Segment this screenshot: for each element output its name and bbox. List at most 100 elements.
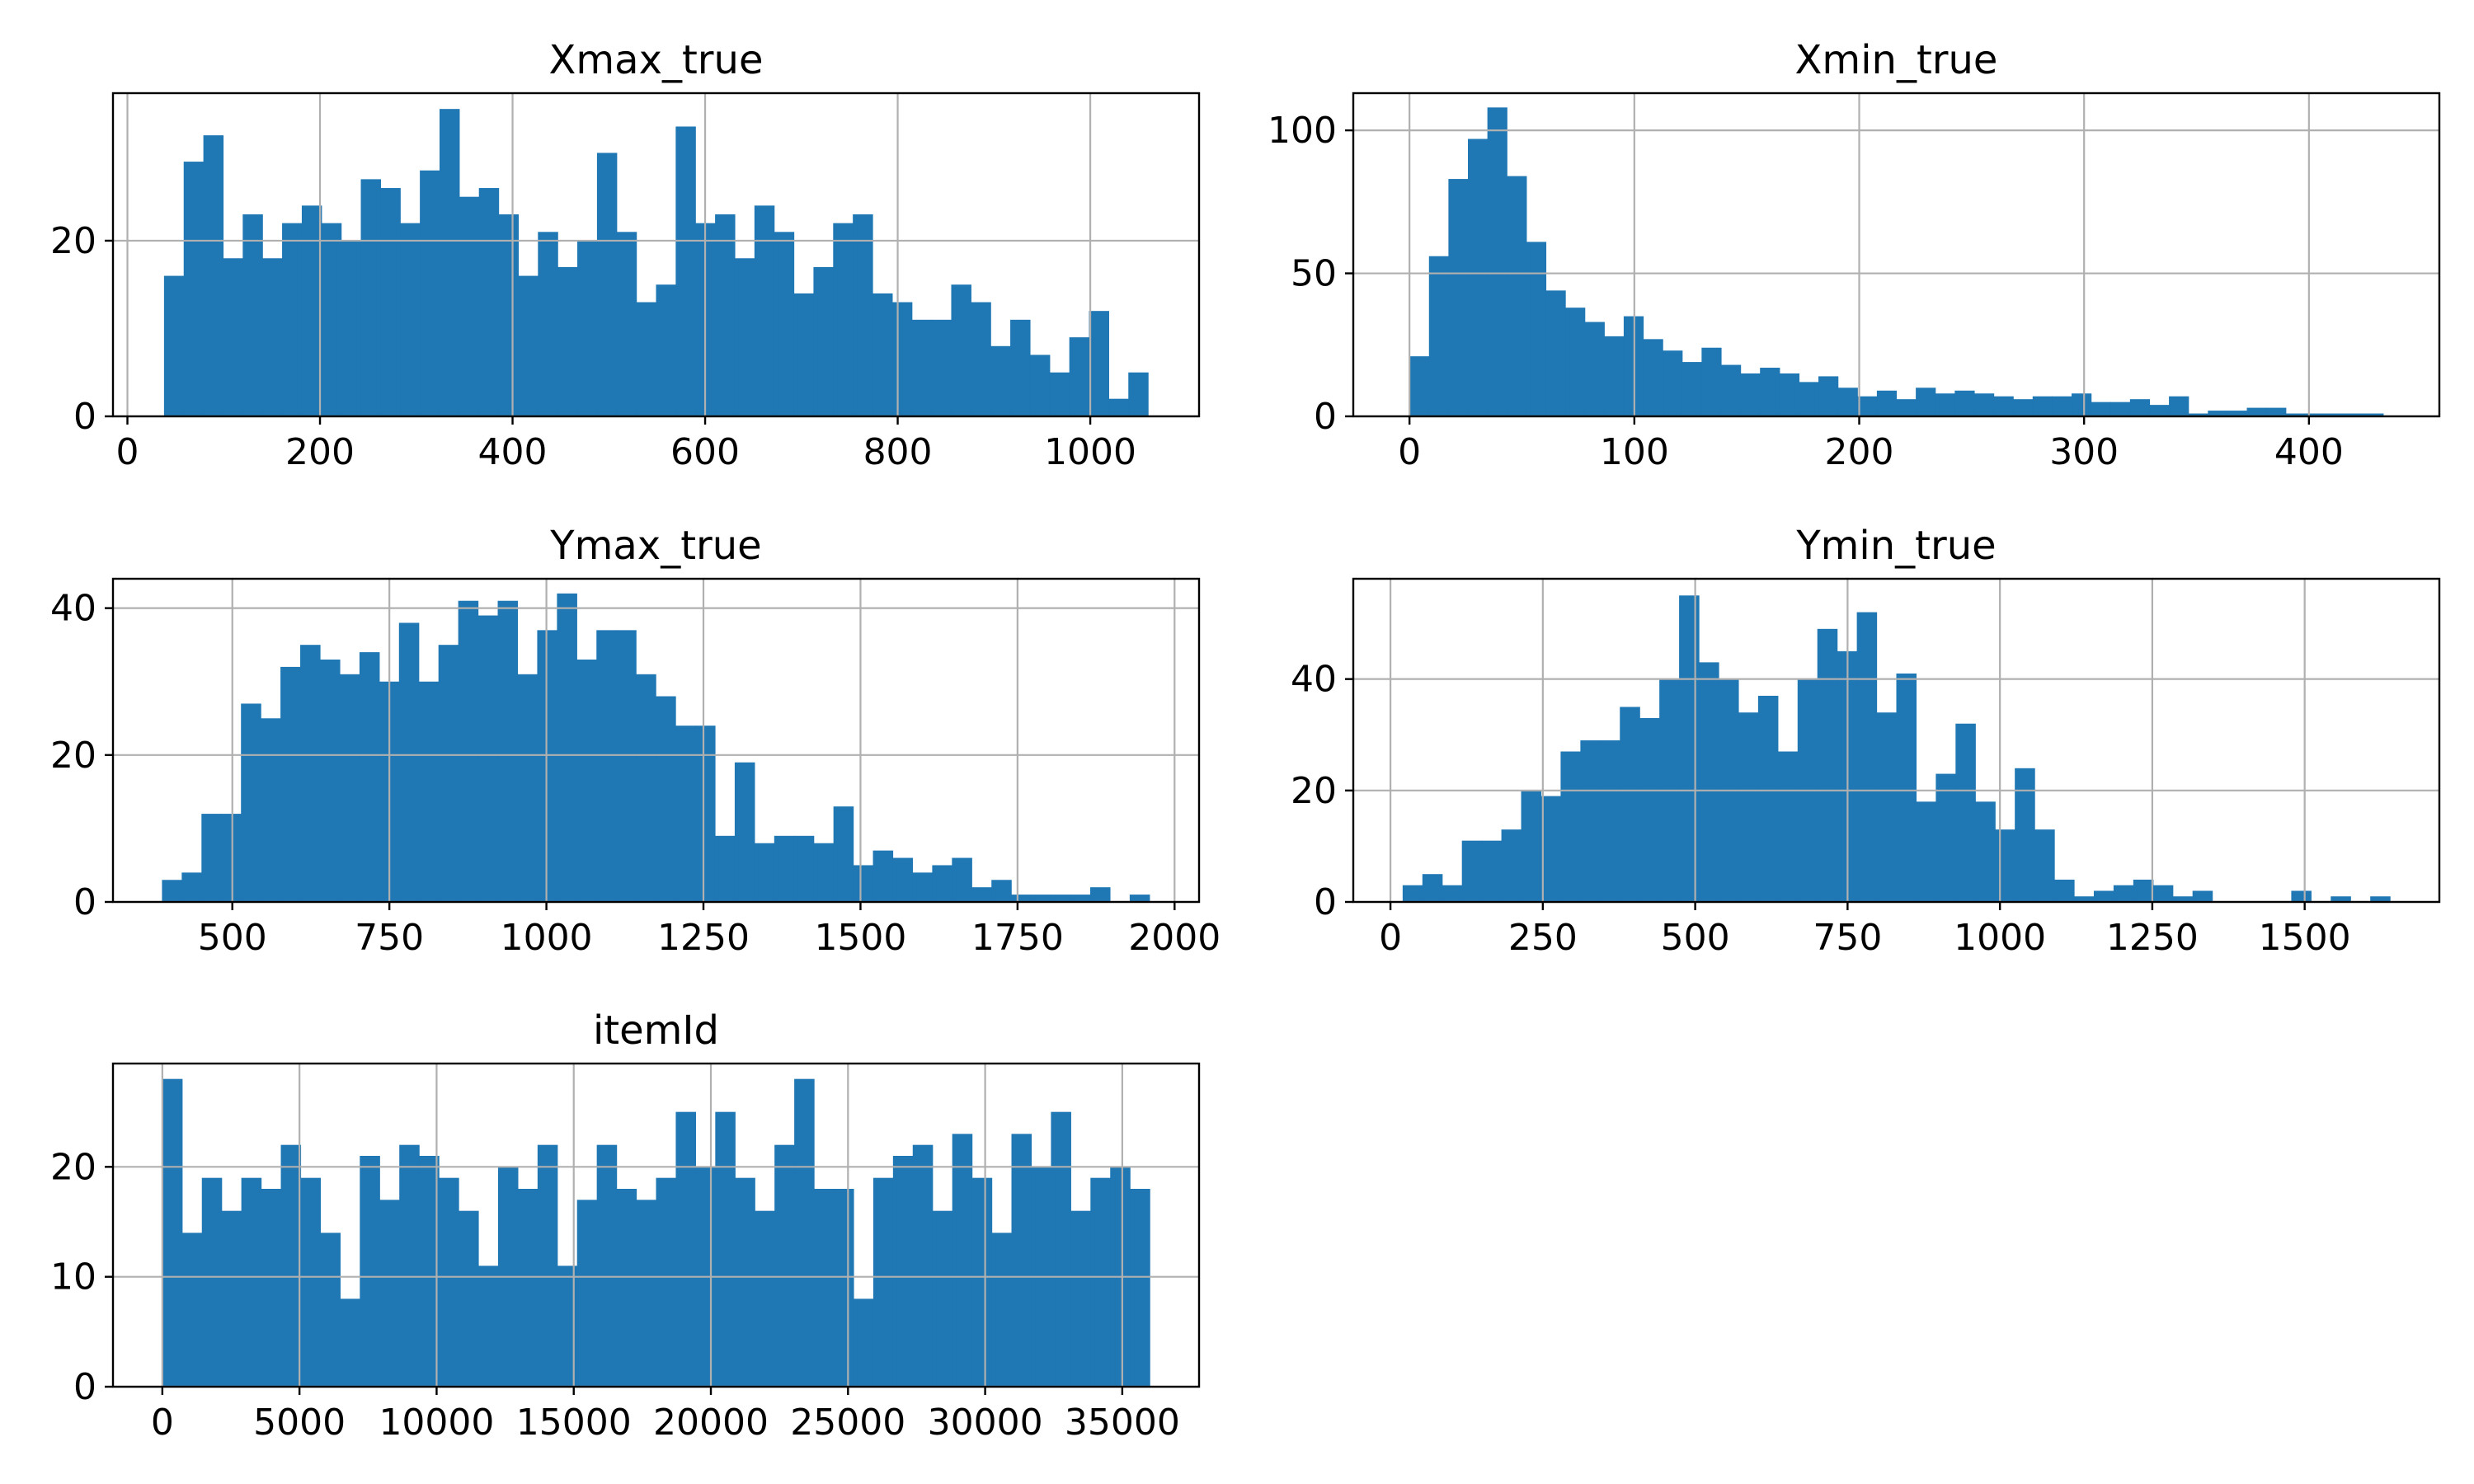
histogram-bar — [814, 1189, 835, 1387]
histogram-bar — [2172, 896, 2194, 902]
histogram-bar — [2072, 393, 2092, 416]
histogram-bar — [1720, 364, 1742, 416]
histogram-bar — [932, 1210, 953, 1387]
x-tick-label: 5000 — [253, 1402, 346, 1444]
axes-frame — [111, 1062, 1201, 1388]
histogram-bar — [537, 630, 557, 902]
x-tick-label: 300 — [2049, 431, 2119, 473]
bars — [1409, 107, 2384, 416]
x-tick-label: 1000 — [501, 917, 593, 959]
histogram-bar — [538, 232, 558, 416]
histogram-bar — [163, 275, 185, 416]
histogram-bar — [2110, 402, 2131, 416]
histogram-bar — [1916, 387, 1936, 416]
histogram-bar — [221, 814, 242, 902]
histogram-bar — [1580, 740, 1601, 902]
y-tick-label: 40 — [50, 588, 96, 630]
histogram-bar — [1857, 396, 1878, 416]
histogram-bar — [2052, 396, 2072, 416]
histogram-bar — [221, 1210, 242, 1387]
x-tick-label: 10000 — [379, 1402, 494, 1444]
y-tick-label: 100 — [1268, 110, 1337, 152]
histogram-bar — [2093, 890, 2114, 902]
histogram-bar — [1993, 396, 2014, 416]
histogram-bar — [498, 214, 520, 416]
histogram-bar — [2370, 896, 2391, 902]
histogram-bar — [1481, 840, 1503, 902]
histogram-bar — [695, 726, 716, 902]
histogram-bar — [438, 645, 459, 902]
histogram-bar — [1011, 895, 1032, 902]
histogram-bar — [675, 126, 696, 416]
histogram-bar — [891, 302, 913, 416]
histogram-bar — [2015, 768, 2035, 902]
histogram-bar — [735, 1177, 755, 1387]
histogram-bar — [1779, 373, 1800, 416]
histogram-bar — [636, 302, 657, 416]
histogram-bar — [1896, 673, 1917, 902]
histogram-bar — [477, 615, 499, 902]
histogram-bar — [1876, 390, 1898, 416]
x-tick-label: 0 — [1379, 917, 1402, 959]
histogram-bar — [577, 240, 598, 416]
histogram-bar — [656, 696, 676, 902]
x-tick-label: 2000 — [1128, 917, 1221, 959]
histogram-bar — [2266, 407, 2287, 416]
axes-frame — [1352, 92, 2441, 418]
histogram-bar — [2013, 399, 2034, 416]
bars — [162, 1078, 1150, 1387]
histogram-bar — [223, 258, 243, 416]
histogram-bar — [321, 223, 342, 416]
y-tick-label: 0 — [1314, 881, 1337, 923]
histogram-bar — [282, 223, 303, 416]
histogram-bar — [439, 1177, 459, 1387]
histogram-bar — [340, 1298, 360, 1387]
histogram-bar — [2152, 885, 2174, 902]
histogram-bar — [1031, 895, 1051, 902]
y-tick-label: 40 — [1291, 659, 1337, 701]
histogram-bar — [616, 1189, 637, 1387]
y-tick-label: 20 — [50, 735, 96, 777]
histogram-bar — [1663, 350, 1683, 416]
histogram-bar — [201, 1177, 223, 1387]
histogram-bar — [261, 718, 281, 902]
histogram-bar — [1029, 355, 1051, 416]
histogram-bar — [755, 1210, 775, 1387]
histogram-bar — [2149, 405, 2170, 416]
histogram-bar — [242, 214, 263, 416]
histogram-bar — [596, 1144, 618, 1387]
histogram-bar — [2133, 879, 2154, 902]
x-tick-label: 600 — [670, 431, 740, 473]
histogram-bar — [892, 857, 914, 902]
histogram-bar — [2188, 413, 2208, 416]
panel-title: Ymax_true — [549, 523, 761, 569]
histogram-bar — [596, 630, 617, 902]
histogram-bar — [301, 205, 322, 416]
histogram-bar — [1896, 399, 1917, 416]
histogram-bar — [1468, 139, 1489, 416]
histogram-bar — [261, 1189, 282, 1387]
histogram-bar — [300, 1177, 322, 1387]
axes-frame — [111, 577, 1201, 904]
axes-frame — [111, 92, 1201, 418]
histogram-bar — [576, 1200, 598, 1387]
histogram-bar — [2032, 396, 2053, 416]
histogram-bar — [2113, 885, 2134, 902]
histogram-bar — [1837, 387, 1858, 416]
histogram-bar — [1501, 829, 1522, 902]
histogram-bar — [2054, 879, 2075, 902]
histogram-bar — [201, 814, 222, 902]
histogram-bar — [1817, 628, 1838, 902]
histogram-bar — [203, 135, 224, 416]
histogram-bar — [1954, 390, 1975, 416]
histogram-bar — [576, 660, 597, 902]
histogram-bar — [911, 319, 933, 416]
histogram-bar — [1422, 874, 1443, 902]
histogram-bar — [793, 293, 815, 416]
histogram-bar — [715, 1111, 736, 1387]
x-tick-label: 1750 — [971, 917, 1064, 959]
histogram-bar — [892, 1156, 914, 1387]
x-tick-label: 35000 — [1065, 1402, 1180, 1444]
x-tick-label: 400 — [2274, 431, 2344, 473]
histogram-bar — [1995, 829, 2015, 902]
